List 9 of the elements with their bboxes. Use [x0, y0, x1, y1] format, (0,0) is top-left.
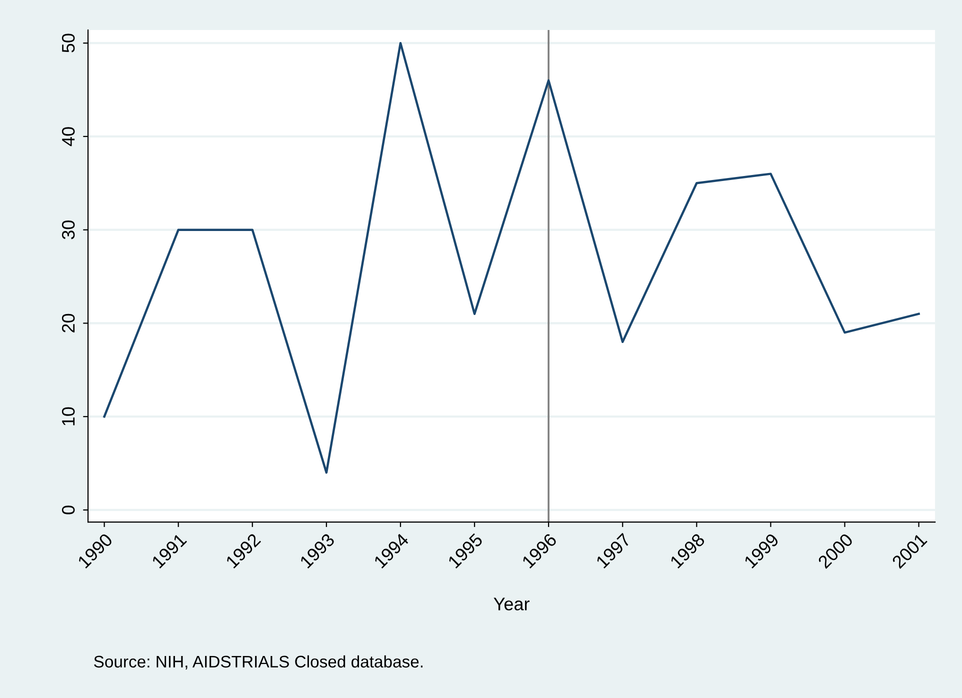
- y-tick-label: 20: [62, 314, 75, 332]
- y-tick-label: 30: [62, 220, 75, 240]
- y-tick-label: 0: [62, 506, 75, 514]
- source-note: Source: NIH, AIDSTRIALS Closed database.: [94, 655, 423, 670]
- y-tick-label: 10: [62, 407, 75, 426]
- x-axis-title: Year: [494, 598, 530, 610]
- y-tick-label: 50: [62, 34, 75, 52]
- y-tick-label: 40: [62, 127, 75, 146]
- line-series: [103, 42, 920, 474]
